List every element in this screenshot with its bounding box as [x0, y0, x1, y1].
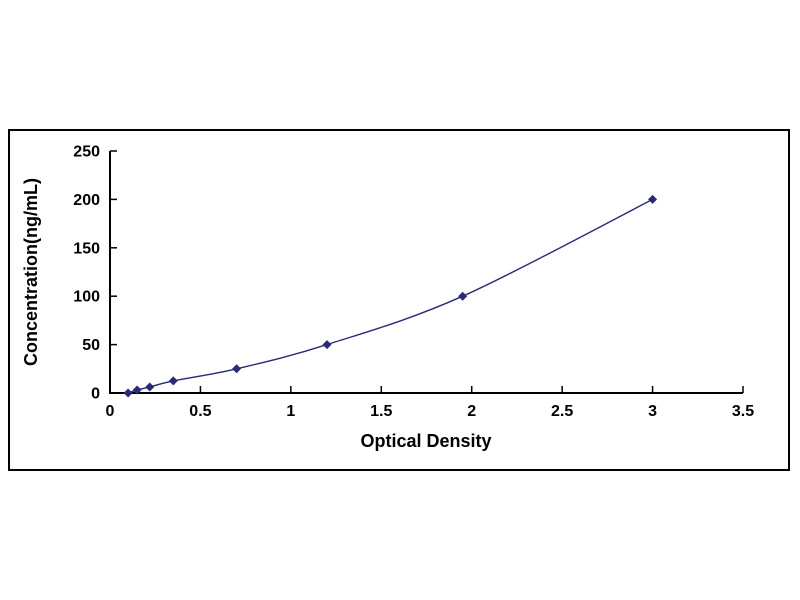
y-tick-label: 250 — [73, 144, 100, 161]
y-axis-label: Concentration(ng/mL) — [21, 178, 41, 366]
standard-curve-chart: 0 0.5 1 1.5 2 2.5 3 3.5 0 50 100 150 200 250 Optical… — [21, 144, 755, 452]
x-tick-label: 3.5 — [732, 403, 754, 420]
y-tick-label: 50 — [82, 337, 100, 354]
data-point-diamond — [458, 291, 468, 301]
x-tick-label: 2.5 — [551, 403, 573, 420]
tick-marks — [109, 150, 744, 394]
curve-group — [127, 198, 653, 394]
standard-curve-line — [127, 198, 653, 394]
x-tick-label: 0.5 — [189, 403, 211, 420]
x-axis-label: Optical Density — [360, 431, 491, 451]
data-point-diamond — [132, 385, 142, 395]
y-tick-label: 100 — [73, 289, 100, 306]
x-tick-label: 1.5 — [370, 403, 392, 420]
x-tick-label: 1 — [286, 403, 295, 420]
data-point-diamond — [648, 194, 658, 204]
data-point-diamond — [232, 364, 242, 374]
data-point-diamond — [145, 382, 155, 392]
x-tick-label: 0 — [106, 403, 115, 420]
y-tick-labels: 0 50 100 150 200 250 — [73, 144, 100, 403]
y-tick-label: 150 — [73, 240, 100, 257]
plot-axes — [109, 151, 743, 394]
y-tick-label: 200 — [73, 192, 100, 209]
x-tick-labels: 0 0.5 1 1.5 2 2.5 3 3.5 — [106, 403, 755, 420]
x-tick-label: 2 — [467, 403, 476, 420]
data-point-markers — [123, 194, 658, 398]
x-tick-label: 3 — [648, 403, 657, 420]
data-point-diamond — [168, 376, 178, 386]
data-point-diamond — [123, 388, 133, 398]
y-tick-label: 0 — [91, 386, 100, 403]
data-point-diamond — [322, 340, 332, 350]
chart-frame: 0 0.5 1 1.5 2 2.5 3 3.5 0 50 100 150 200 250 Optical… — [8, 129, 790, 471]
